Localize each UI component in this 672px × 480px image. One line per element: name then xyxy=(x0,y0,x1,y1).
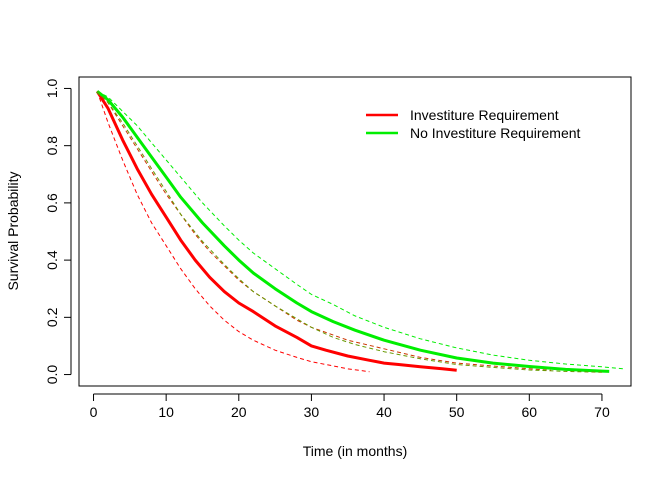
y-tick-label: 0.6 xyxy=(44,193,60,213)
y-axis: 0.0 0.2 0.4 0.6 0.8 1.0 xyxy=(44,79,72,385)
series-line-investiture-requirement xyxy=(95,90,457,372)
y-axis-title: Survival Probability xyxy=(5,171,21,290)
series-line-investiture-requirement-lower xyxy=(96,91,370,373)
series-line-no-investiture-requirement xyxy=(96,90,610,373)
x-tick-label: 0 xyxy=(90,404,98,420)
x-tick-label: 20 xyxy=(231,404,247,420)
series-layer xyxy=(95,90,624,373)
y-tick-label: 0.0 xyxy=(44,365,60,385)
y-tick-label: 1.0 xyxy=(44,79,60,99)
x-tick-label: 30 xyxy=(304,404,320,420)
legend-label-no-investiture: No Investiture Requirement xyxy=(410,125,581,141)
x-axis-title: Time (in months) xyxy=(303,443,408,459)
x-tick-label: 70 xyxy=(594,404,610,420)
y-tick-label: 0.2 xyxy=(44,307,60,327)
series-line-no-investiture-requirement-upper xyxy=(96,90,624,370)
plot-frame xyxy=(78,76,632,387)
x-axis: 0 10 20 30 40 50 60 70 xyxy=(90,393,610,420)
legend: Investiture Requirement No Investiture R… xyxy=(366,107,581,141)
series-line-no-investiture-requirement-lower xyxy=(96,90,602,373)
x-tick-label: 10 xyxy=(158,404,174,420)
x-tick-label: 50 xyxy=(449,404,465,420)
x-tick-label: 40 xyxy=(376,404,392,420)
series-line-investiture-requirement-upper xyxy=(96,90,552,371)
y-tick-label: 0.4 xyxy=(44,250,60,270)
x-tick-label: 60 xyxy=(522,404,538,420)
legend-label-investiture: Investiture Requirement xyxy=(410,107,559,123)
y-tick-label: 0.8 xyxy=(44,136,60,156)
